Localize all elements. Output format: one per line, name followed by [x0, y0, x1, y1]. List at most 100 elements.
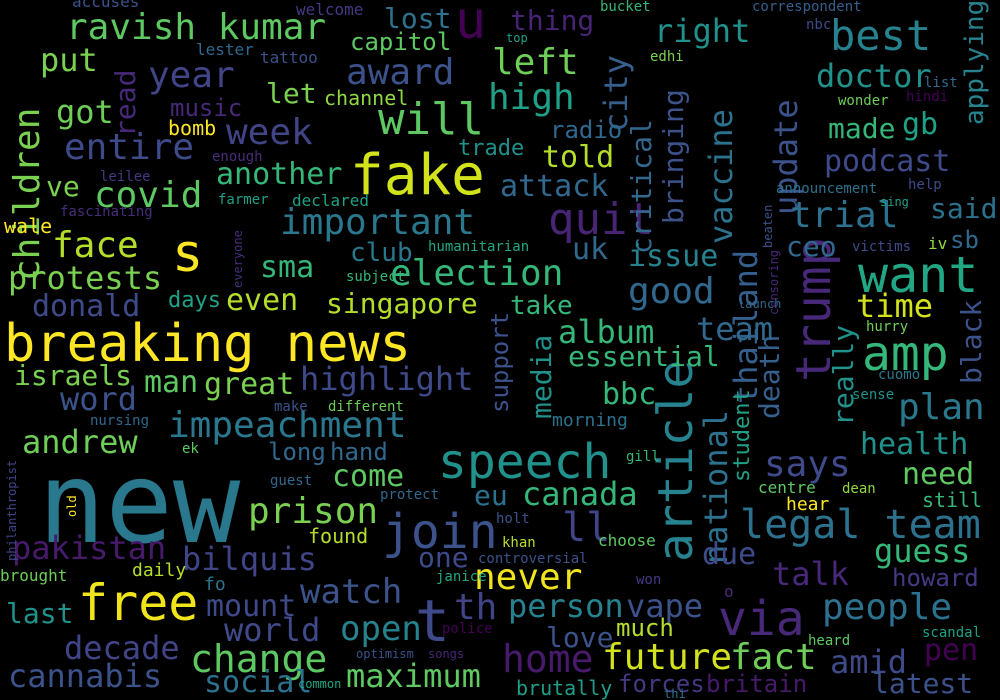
- word-sma: sma: [260, 250, 315, 285]
- word-let: let: [266, 77, 317, 110]
- word-pakistan: pakistan: [12, 529, 167, 567]
- word-want: want: [858, 246, 979, 304]
- word-high: high: [488, 77, 575, 118]
- word-ek: ek: [182, 441, 199, 457]
- word-still: still: [922, 488, 983, 512]
- word-centre: centre: [758, 478, 816, 497]
- word-thing: thing: [510, 4, 595, 37]
- word-t: t: [415, 587, 450, 655]
- word-britain: britain: [706, 670, 808, 698]
- word-join: join: [382, 504, 498, 560]
- word-social: social: [204, 665, 313, 700]
- word-lost: lost: [384, 2, 452, 35]
- word-capitol: capitol: [350, 28, 452, 56]
- word-decade: decade: [64, 629, 180, 667]
- word-police: police: [442, 621, 493, 637]
- word-new: new: [38, 439, 241, 569]
- word-via: via: [718, 591, 805, 647]
- word-come: come: [332, 459, 405, 494]
- word-songs: songs: [428, 647, 465, 661]
- word-enough: enough: [212, 149, 263, 165]
- word-ceo: ceo: [786, 230, 837, 263]
- word-take: take: [510, 291, 573, 321]
- word-wale: wale: [4, 214, 53, 238]
- word-howard: howard: [892, 564, 979, 592]
- word-brutally: brutally: [516, 676, 613, 700]
- word-essential: essential: [568, 340, 720, 373]
- word-person: person: [508, 587, 624, 625]
- word-plan: plan: [898, 387, 985, 428]
- word-scandal: scandal: [922, 625, 982, 641]
- word-even: even: [226, 283, 299, 318]
- word-hear: hear: [786, 494, 830, 515]
- word-album: album: [558, 313, 655, 351]
- word-bilquis: bilquis: [182, 540, 317, 578]
- word-victims: victims: [852, 239, 912, 255]
- word-team: team: [696, 310, 774, 348]
- word-amp: amp: [862, 326, 949, 382]
- word-launch: launch: [738, 297, 782, 311]
- word-accuses: accuses: [72, 0, 140, 11]
- word-sb: sb: [950, 226, 979, 254]
- word-word: word: [60, 380, 138, 418]
- word-bringing: bringing: [657, 89, 690, 224]
- word-applying: applying: [960, 0, 990, 125]
- word-guest: guest: [270, 473, 313, 489]
- word-bucket: bucket: [600, 0, 651, 15]
- word-heard: heard: [808, 633, 851, 649]
- word-will: will: [378, 94, 484, 145]
- word-ve: ve: [46, 170, 80, 203]
- word-face: face: [52, 225, 139, 266]
- word-support: support: [486, 311, 514, 413]
- word-tattoo: tattoo: [260, 48, 318, 67]
- word-edhi: edhi: [650, 49, 684, 65]
- word-found: found: [308, 524, 369, 548]
- word-guess: guess: [874, 532, 971, 570]
- word-world: world: [224, 611, 321, 649]
- word-singapore: singapore: [326, 287, 478, 320]
- word-club: club: [350, 238, 413, 268]
- word-help: help: [908, 177, 942, 193]
- word-hand: hand: [330, 438, 388, 466]
- word-s: s: [172, 224, 204, 284]
- word-people: people: [822, 587, 953, 628]
- word-another: another: [216, 157, 343, 192]
- word-attack: attack: [500, 169, 609, 204]
- word-optimism: optimism: [356, 647, 414, 661]
- word-trade: trade: [458, 136, 525, 161]
- word-fascinating: fascinating: [60, 204, 153, 220]
- word-radio: radio: [550, 116, 623, 144]
- word-uk: uk: [572, 232, 609, 267]
- word-year: year: [148, 55, 235, 96]
- word-pen: pen: [924, 633, 979, 668]
- word-thi: thi: [664, 687, 686, 700]
- word-music: music: [170, 94, 243, 122]
- word-o: o: [724, 582, 734, 601]
- word-mount: mount: [206, 589, 297, 624]
- word-free: free: [78, 574, 199, 632]
- word-read: read: [109, 69, 142, 137]
- word-watch: watch: [300, 572, 403, 612]
- word-top: top: [506, 31, 528, 45]
- word-talk: talk: [772, 555, 850, 593]
- word-health: health: [860, 427, 969, 462]
- word-breaking-news: breaking news: [4, 314, 411, 374]
- word-trial: trial: [790, 195, 899, 236]
- word-children: children: [7, 107, 48, 281]
- word-common: common: [298, 677, 342, 691]
- word-speech: speech: [438, 434, 612, 490]
- word-vaccine: vaccine: [702, 109, 740, 244]
- word-nursing: nursing: [90, 413, 150, 429]
- word-farmer: farmer: [218, 192, 269, 208]
- word-right: right: [654, 12, 751, 50]
- word-sing: sing: [880, 195, 909, 209]
- word-legal-team: legal team: [740, 502, 981, 548]
- word-old: old: [65, 495, 79, 517]
- word-cuomo: cuomo: [878, 367, 921, 383]
- word-janice: janice: [436, 569, 487, 585]
- word-beaten: beaten: [761, 204, 775, 248]
- word-week: week: [226, 112, 313, 153]
- word-amid: amid: [830, 643, 908, 681]
- word-gb: gb: [902, 107, 939, 142]
